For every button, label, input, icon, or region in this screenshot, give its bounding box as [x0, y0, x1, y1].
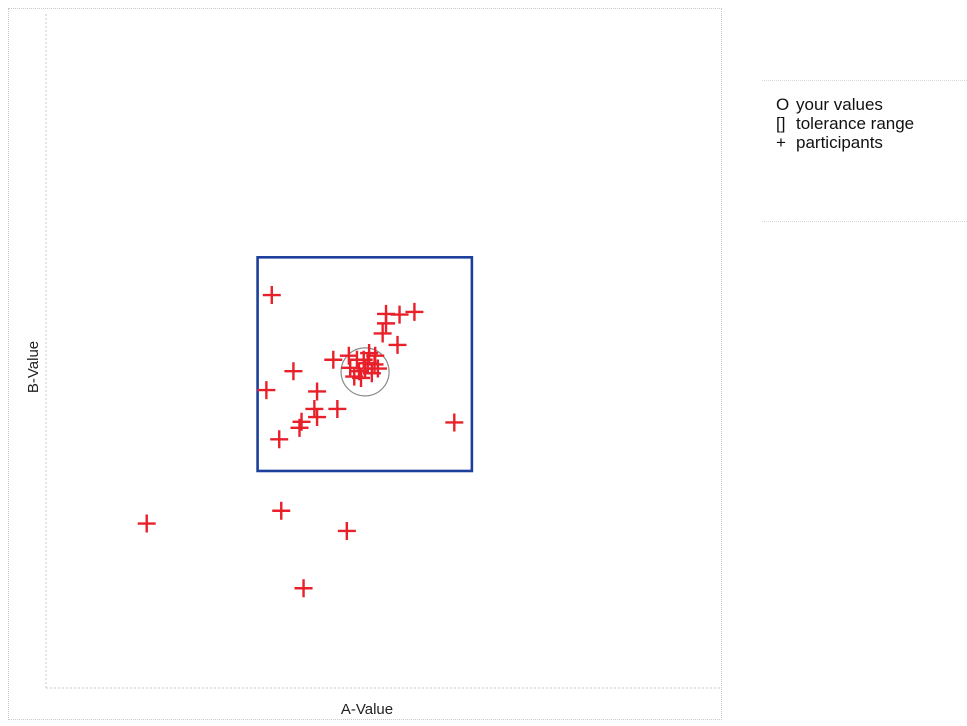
participant-point-25 [305, 399, 324, 418]
square-bracket-icon: [] [776, 114, 786, 133]
circle-icon: O [776, 95, 790, 114]
participant-point-29 [290, 418, 309, 437]
participant-point-30 [270, 430, 289, 449]
legend: O your values [] tolerance range + parti… [762, 80, 967, 222]
participant-point-27 [308, 408, 327, 427]
plus-icon: + [776, 133, 786, 152]
participants-layer [137, 286, 464, 598]
participant-point-35 [294, 579, 313, 598]
your-values-circle [340, 347, 390, 397]
participant-point-5 [388, 335, 407, 354]
legend-label-your-values: your values [796, 95, 883, 114]
participant-point-21 [341, 358, 360, 377]
participant-point-20 [352, 368, 371, 387]
y-axis-label: B-Value [25, 341, 42, 393]
participant-point-32 [137, 514, 156, 533]
tolerance-range-rect [256, 256, 474, 473]
participant-point-33 [272, 501, 291, 520]
participant-point-23 [257, 381, 276, 400]
participant-point-8 [339, 346, 358, 365]
participant-point-0 [262, 286, 281, 305]
participant-point-26 [328, 399, 347, 418]
legend-label-tolerance-range: tolerance range [796, 114, 915, 133]
participant-point-14 [365, 355, 384, 374]
participant-point-7 [324, 350, 343, 369]
participant-point-17 [368, 359, 387, 378]
participant-point-4 [377, 314, 396, 333]
participant-point-31 [445, 413, 464, 432]
chart-frame [8, 8, 722, 720]
legend-label-participants: participants [796, 133, 883, 152]
participant-point-22 [284, 362, 303, 381]
legend-item-your-values: O your values [776, 95, 967, 114]
legend-item-tolerance-range: [] tolerance range [776, 114, 967, 133]
tolerance-range-layer [256, 256, 474, 473]
your-values-layer [340, 347, 390, 397]
participant-point-6 [373, 324, 392, 343]
participant-point-1 [405, 302, 424, 321]
x-axis-label: A-Value [341, 701, 393, 718]
participant-point-34 [337, 521, 356, 540]
participant-point-24 [308, 382, 327, 401]
legend-item-participants: + participants [776, 133, 967, 152]
